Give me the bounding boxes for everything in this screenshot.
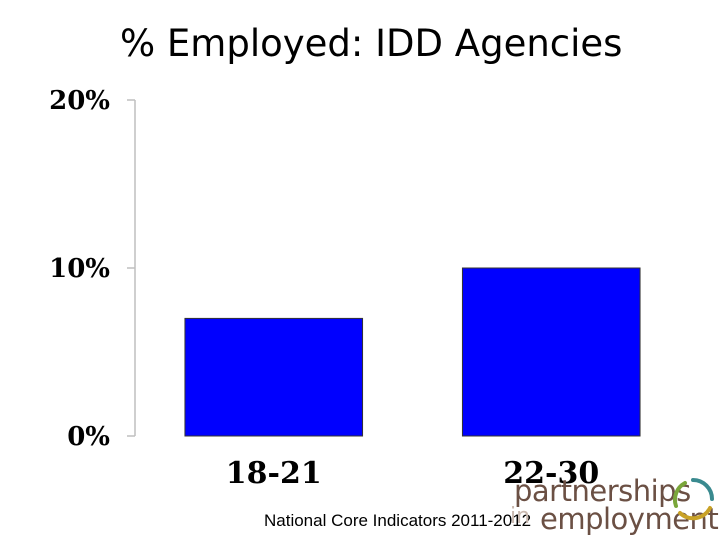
y-tick-label: 20%	[49, 86, 110, 116]
bar-22-30	[461, 267, 641, 437]
source-caption: National Core Indicators 2011-2012	[264, 511, 532, 530]
partnerships-logo: partnerships in employment	[510, 474, 720, 540]
chart-category-labels: 18-21 22-30	[226, 456, 599, 491]
logo-text-partnerships: partnerships	[514, 474, 691, 508]
chart-axes	[127, 99, 136, 437]
y-tick-label: 10%	[49, 254, 110, 284]
category-label: 18-21	[226, 456, 322, 491]
logo-ring-icon	[672, 478, 714, 521]
category-label: 22-30	[503, 456, 599, 491]
logo-text-in: in	[510, 504, 531, 529]
chart-bars	[184, 267, 641, 437]
y-tick-label: 0%	[67, 422, 110, 452]
slide-title: % Employed: IDD Agencies	[120, 22, 623, 65]
bar-18-21	[184, 317, 364, 437]
bar-chart: 0% 10% 20% 18-21 22-30	[49, 86, 641, 491]
chart-tick-labels: 0% 10% 20%	[49, 86, 110, 452]
